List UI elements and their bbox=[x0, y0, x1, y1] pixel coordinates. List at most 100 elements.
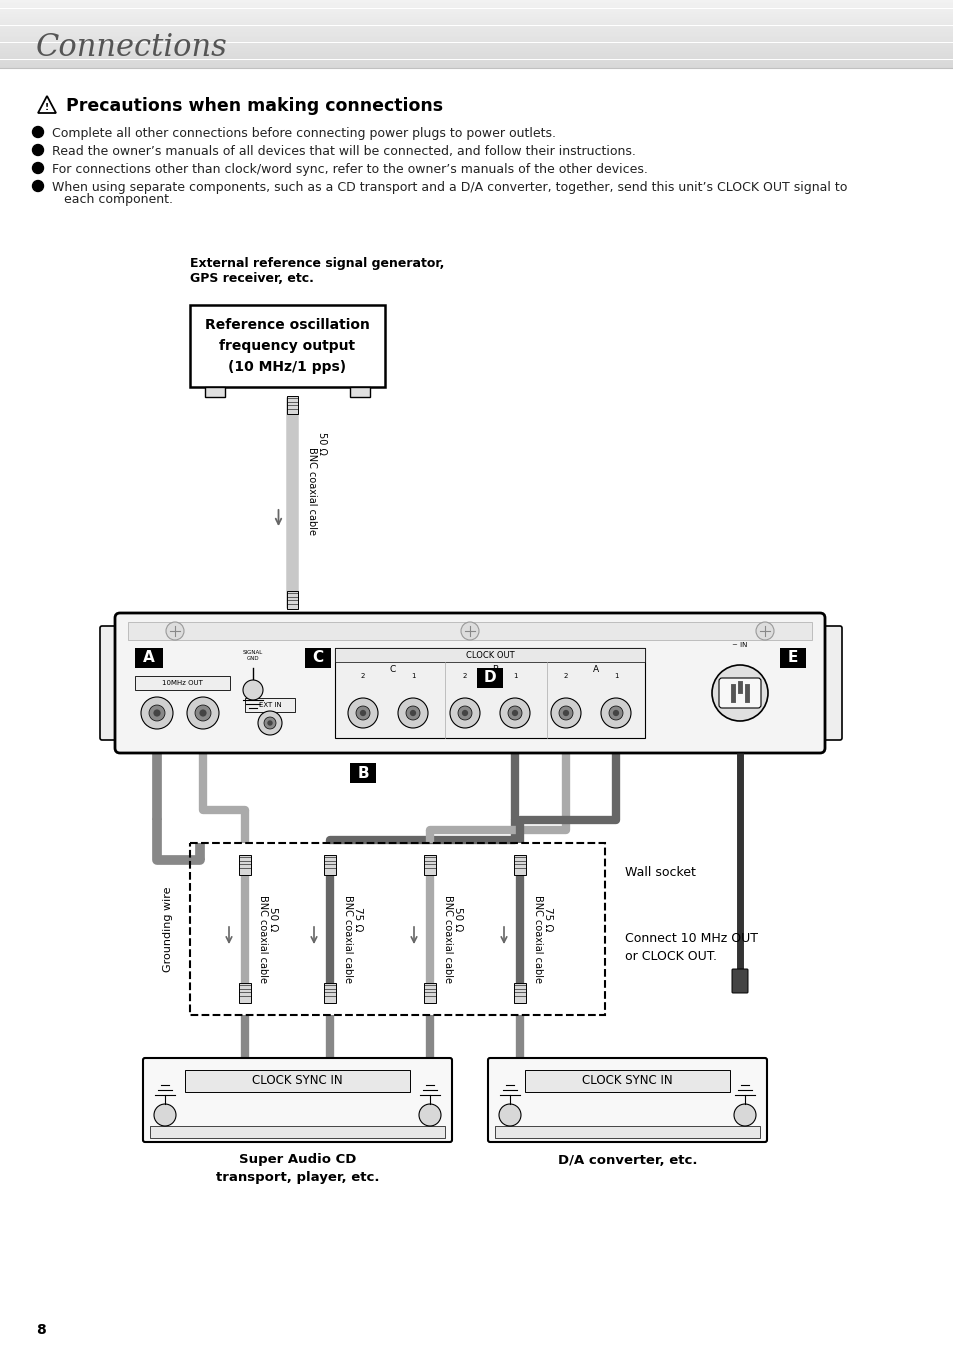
Circle shape bbox=[733, 1104, 755, 1126]
Bar bbox=[185, 1071, 410, 1092]
Text: each component.: each component. bbox=[52, 193, 172, 207]
Text: or CLOCK OUT.: or CLOCK OUT. bbox=[624, 950, 717, 964]
Circle shape bbox=[460, 622, 478, 640]
Text: A: A bbox=[143, 651, 154, 666]
Bar bbox=[0, 24, 953, 26]
Circle shape bbox=[457, 706, 472, 720]
Circle shape bbox=[498, 1104, 520, 1126]
Text: Complete all other connections before connecting power plugs to power outlets.: Complete all other connections before co… bbox=[52, 127, 556, 139]
Bar bbox=[514, 983, 525, 1003]
Text: 1: 1 bbox=[512, 674, 517, 679]
Circle shape bbox=[264, 717, 275, 729]
Text: Super Audio CD: Super Audio CD bbox=[238, 1153, 355, 1166]
Bar bbox=[0, 51, 953, 53]
Text: Read the owner’s manuals of all devices that will be connected, and follow their: Read the owner’s manuals of all devices … bbox=[52, 144, 636, 158]
Text: CLOCK OUT: CLOCK OUT bbox=[465, 651, 514, 660]
FancyBboxPatch shape bbox=[731, 969, 747, 994]
Bar bbox=[495, 1126, 760, 1138]
Text: BNC coaxial cable: BNC coaxial cable bbox=[307, 447, 317, 535]
Circle shape bbox=[359, 710, 366, 716]
Circle shape bbox=[257, 711, 282, 734]
Text: BNC coaxial cable: BNC coaxial cable bbox=[442, 895, 453, 983]
Text: 50 Ω: 50 Ω bbox=[268, 907, 277, 931]
Bar bbox=[287, 396, 297, 414]
Bar bbox=[0, 19, 953, 20]
FancyBboxPatch shape bbox=[488, 1058, 766, 1142]
Circle shape bbox=[397, 698, 428, 728]
Bar bbox=[205, 387, 225, 397]
Circle shape bbox=[418, 1104, 440, 1126]
Bar bbox=[239, 855, 251, 875]
Text: C: C bbox=[313, 651, 323, 666]
Text: !: ! bbox=[45, 104, 49, 112]
Bar bbox=[0, 47, 953, 50]
Bar bbox=[128, 622, 811, 640]
Bar bbox=[0, 7, 953, 8]
Bar bbox=[0, 40, 953, 42]
FancyBboxPatch shape bbox=[115, 613, 824, 753]
Bar bbox=[350, 387, 370, 397]
Text: Connections: Connections bbox=[36, 32, 228, 63]
Bar bbox=[0, 58, 953, 59]
Text: 2: 2 bbox=[360, 674, 365, 679]
Text: (10 MHz/1 pps): (10 MHz/1 pps) bbox=[228, 360, 346, 374]
Circle shape bbox=[267, 721, 273, 726]
Bar bbox=[0, 14, 953, 15]
Circle shape bbox=[450, 698, 479, 728]
Bar bbox=[135, 648, 163, 668]
FancyBboxPatch shape bbox=[820, 626, 841, 740]
Text: When using separate components, such as a CD transport and a D/A converter, toge: When using separate components, such as … bbox=[52, 181, 846, 193]
Bar bbox=[0, 22, 953, 24]
Bar bbox=[335, 648, 644, 738]
Text: 50 Ω: 50 Ω bbox=[317, 432, 327, 455]
Bar bbox=[324, 855, 335, 875]
Text: A: A bbox=[593, 666, 598, 675]
Bar bbox=[0, 0, 953, 1]
Text: Wall socket: Wall socket bbox=[624, 867, 695, 879]
Bar bbox=[0, 46, 953, 47]
Circle shape bbox=[499, 698, 530, 728]
Bar bbox=[780, 648, 805, 668]
Bar bbox=[0, 20, 953, 22]
Bar bbox=[524, 1071, 729, 1092]
Text: Reference oscillation: Reference oscillation bbox=[205, 319, 370, 332]
Bar bbox=[0, 27, 953, 28]
Circle shape bbox=[149, 705, 165, 721]
Bar bbox=[305, 648, 331, 668]
Circle shape bbox=[348, 698, 377, 728]
Bar bbox=[0, 57, 953, 58]
Text: frequency output: frequency output bbox=[219, 339, 355, 352]
Bar bbox=[0, 54, 953, 57]
Text: E: E bbox=[787, 651, 798, 666]
Bar bbox=[0, 18, 953, 19]
Bar bbox=[0, 28, 953, 31]
FancyBboxPatch shape bbox=[719, 678, 760, 707]
Circle shape bbox=[558, 706, 573, 720]
Text: BNC coaxial cable: BNC coaxial cable bbox=[257, 895, 268, 983]
Text: BNC coaxial cable: BNC coaxial cable bbox=[533, 895, 542, 983]
Bar bbox=[239, 983, 251, 1003]
Bar bbox=[0, 39, 953, 40]
Bar bbox=[0, 50, 953, 51]
Circle shape bbox=[32, 181, 44, 192]
Circle shape bbox=[141, 697, 172, 729]
Text: B: B bbox=[356, 765, 369, 780]
Text: GPS receiver, etc.: GPS receiver, etc. bbox=[190, 273, 314, 285]
Text: transport, player, etc.: transport, player, etc. bbox=[215, 1170, 379, 1184]
Text: 1: 1 bbox=[411, 674, 415, 679]
Bar bbox=[335, 648, 644, 662]
Bar bbox=[0, 1, 953, 4]
Circle shape bbox=[406, 706, 419, 720]
Text: 2: 2 bbox=[563, 674, 568, 679]
Text: BNC coaxial cable: BNC coaxial cable bbox=[343, 895, 353, 983]
Circle shape bbox=[355, 706, 370, 720]
Circle shape bbox=[153, 709, 160, 717]
Bar bbox=[423, 983, 436, 1003]
Text: Precautions when making connections: Precautions when making connections bbox=[66, 97, 442, 115]
Bar bbox=[0, 31, 953, 32]
Bar bbox=[190, 305, 385, 387]
Bar bbox=[0, 59, 953, 61]
Circle shape bbox=[551, 698, 580, 728]
Bar bbox=[0, 45, 953, 46]
Bar bbox=[0, 66, 953, 68]
